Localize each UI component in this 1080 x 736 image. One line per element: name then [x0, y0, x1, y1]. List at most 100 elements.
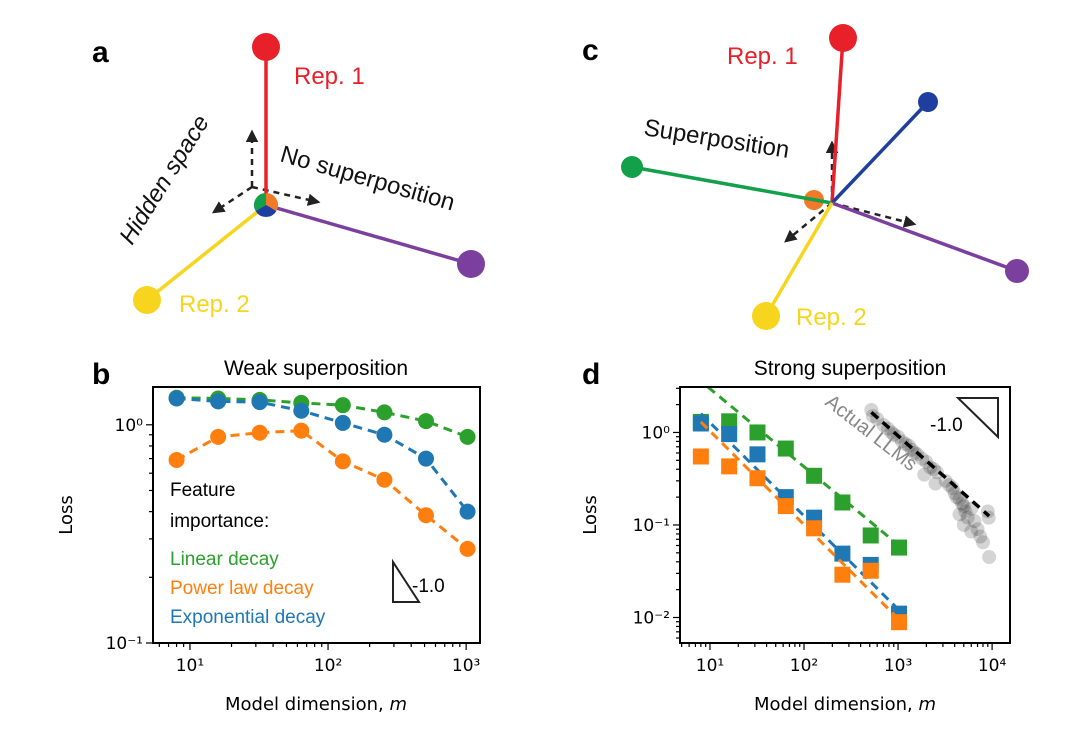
vector-blue [830, 100, 930, 205]
llm-point [907, 445, 922, 460]
slope-label: -1.0 [930, 415, 963, 436]
x-tick-label: 10⁴ [978, 656, 1007, 676]
y-axis-label: Loss [56, 495, 77, 534]
chart-strong-superposition: 10¹ 10² 10³ 10⁴ 10⁻² 10⁻¹ 10⁰ Strong superposi… [580, 357, 1011, 715]
llm-point [952, 507, 967, 522]
llm-point [975, 535, 990, 550]
llm-point [952, 492, 967, 507]
panel-label-b: b [92, 358, 110, 391]
x-tick-label: 10³ [452, 656, 480, 676]
chart-weak-superposition: 10¹ 10² 10³ 10⁻¹ 10⁰ Weak superposition Mode… [56, 357, 481, 715]
series-exponential-decay [168, 390, 476, 520]
x-tick-label: 10¹ [696, 656, 724, 676]
llm-point [942, 478, 957, 493]
vector-rep2 [145, 203, 268, 302]
node-rep1 [829, 24, 857, 52]
point-power-law-decay [459, 540, 476, 557]
line-power-law-decay [175, 429, 469, 551]
axis-arrow-left [784, 202, 833, 243]
diagram-no-superposition: Rep. 1 Rep. 2 Hidden space No superposit… [114, 33, 485, 318]
llm-point [982, 550, 997, 565]
point-power-law-decay [210, 428, 227, 445]
vector-purple [831, 201, 1018, 273]
point-exponential-decay [251, 394, 268, 411]
label-no-superposition: No superposition [277, 141, 458, 217]
axis-arrow-right [251, 185, 321, 206]
panel-label-a: a [92, 36, 109, 69]
point-exponential-decay [721, 426, 738, 443]
llm-point [956, 499, 971, 514]
x-tick-label: 10³ [884, 656, 912, 676]
slope-triangle [955, 397, 999, 440]
point-exponential-decay [417, 450, 434, 467]
label-rep1: Rep. 1 [294, 63, 365, 90]
point-exponential-decay [834, 545, 851, 562]
point-power-law-decay [251, 424, 268, 441]
x-tick-label: 10² [314, 656, 342, 676]
hidden-space-axes [211, 129, 321, 214]
legend-title-line2: importance: [170, 511, 269, 532]
llm-point [917, 467, 932, 482]
slope-label: -1.0 [412, 576, 445, 597]
llm-point [886, 427, 901, 442]
y-axis-label: Loss [580, 495, 601, 534]
point-linear-decay [459, 428, 476, 445]
fit-line-linear-decay [706, 385, 900, 547]
point-exponential-decay [749, 446, 766, 463]
node-rep1 [252, 33, 280, 61]
vector-green [631, 165, 833, 205]
llm-point [923, 460, 938, 475]
point-exponential-decay [168, 390, 185, 407]
label-rep1: Rep. 1 [727, 43, 798, 70]
series-power-law-decay [692, 420, 908, 631]
point-power-law-decay [334, 453, 351, 470]
label-rep2: Rep. 2 [179, 291, 250, 318]
node-blue [918, 92, 938, 112]
point-power-law-decay [862, 562, 879, 579]
vector-rep1 [830, 37, 845, 204]
plot-area: 10¹ 10² 10³ 10⁴ 10⁻² 10⁻¹ 10⁰ [633, 385, 1011, 676]
legend-exponential-decay: Exponential decay [170, 607, 326, 628]
point-power-law-decay [376, 471, 393, 488]
vector-purple [265, 203, 472, 266]
point-power-law-decay [806, 520, 823, 537]
point-exponential-decay [210, 393, 227, 410]
slope-triangle [392, 558, 421, 603]
point-linear-decay [334, 397, 351, 414]
series-power-law-decay [168, 422, 476, 557]
llm-point [973, 529, 988, 544]
point-linear-decay [721, 413, 738, 430]
legend-title-line1: Feature [170, 480, 235, 501]
llm-point [949, 490, 964, 505]
chart-title: Weak superposition [224, 357, 408, 380]
node-green [621, 156, 643, 178]
label-rep2: Rep. 2 [796, 304, 867, 331]
point-linear-decay [749, 424, 766, 441]
point-exponential-decay [376, 426, 393, 443]
llm-point [970, 522, 985, 537]
point-linear-decay [891, 539, 908, 556]
node-purple [457, 250, 485, 278]
point-power-law-decay [721, 458, 738, 475]
point-power-law-decay [749, 470, 766, 487]
point-power-law-decay [168, 451, 185, 468]
axis-arrow-left [211, 185, 253, 214]
x-tick-label: 10¹ [176, 656, 204, 676]
y-tick-label: 10⁻¹ [106, 634, 143, 654]
point-exponential-decay [459, 503, 476, 520]
llm-point [956, 517, 971, 532]
point-exponential-decay [334, 414, 351, 431]
x-tick-label: 10² [790, 656, 818, 676]
axes-frame [679, 386, 1011, 644]
llm-point [865, 409, 880, 424]
node-purple [1005, 259, 1029, 283]
point-linear-decay [417, 413, 434, 430]
fit-line-power-law-decay [699, 420, 901, 621]
llm-fit-line [870, 411, 991, 518]
llm-point [960, 510, 975, 525]
point-linear-decay [862, 527, 879, 544]
y-tick-label: 10⁻¹ [633, 516, 670, 536]
point-power-law-decay [692, 448, 709, 465]
point-exponential-decay [293, 402, 310, 419]
point-power-law-decay [293, 422, 310, 439]
